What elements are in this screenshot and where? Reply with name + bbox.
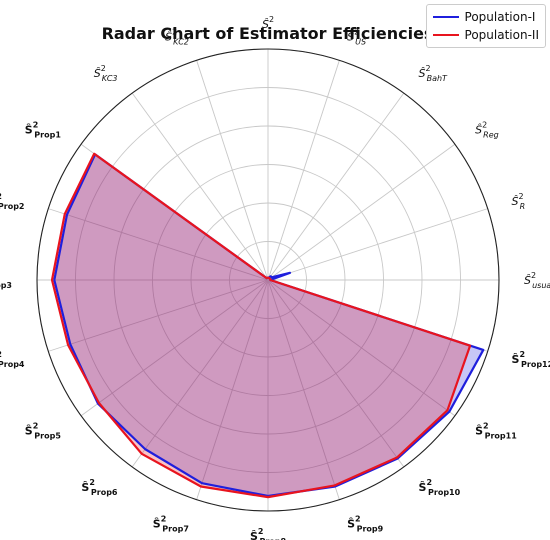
legend-item-population-1: Population-I	[432, 8, 539, 26]
axis-label: Ŝ2 Prop5	[25, 422, 62, 441]
axis-label: Ŝ2Prop8	[250, 527, 287, 540]
legend-swatch-population-1	[432, 16, 459, 18]
axis-label: Ŝ2 Prop7	[153, 515, 189, 534]
chart-legend: Population-I Population-II	[425, 4, 546, 48]
grid-spoke	[267, 60, 340, 281]
axis-label: Ŝ2 Prop11	[475, 422, 517, 441]
axis-label: Ŝ2 Reg	[475, 121, 499, 140]
grid-spoke	[48, 279, 269, 352]
series-area-1	[54, 154, 484, 496]
chart-title: Radar Chart of Estimator Efficiencies	[101, 24, 434, 43]
axis-label: Ŝ2Prop4	[0, 350, 25, 369]
axis-label: Ŝ2 Prop9	[347, 515, 384, 534]
grid-spoke	[196, 279, 269, 500]
grid-spoke	[267, 143, 456, 281]
axis-label: Ŝ2 Prop1	[25, 121, 62, 140]
grid-spoke	[267, 279, 456, 417]
grid-spoke	[267, 92, 405, 281]
axis-label: Ŝ2usual	[524, 271, 550, 290]
axis-label: Ŝ2 R	[512, 192, 526, 211]
legend-item-population-2: Population-II	[432, 26, 539, 44]
legend-label-population-1: Population-I	[464, 10, 536, 24]
polar-frame	[36, 48, 500, 512]
legend-label-population-2: Population-II	[464, 28, 539, 42]
axis-label: Ŝ2 US	[347, 28, 366, 47]
axis-label: Ŝ2 Prop6	[81, 478, 118, 497]
grid-spoke	[196, 60, 269, 281]
axis-label: Ŝ2Prop3	[0, 271, 12, 290]
grid-spoke	[131, 279, 269, 468]
grid-spoke	[267, 208, 488, 281]
axis-label: Ŝ2	[262, 15, 274, 31]
grid-spoke	[131, 92, 269, 281]
grid-spoke	[267, 279, 340, 500]
axis-label: Ŝ2 KC2	[165, 28, 189, 47]
grid-spoke	[48, 208, 269, 281]
legend-swatch-population-2	[432, 34, 459, 36]
series-area-2	[52, 153, 471, 498]
axis-label: Ŝ2 Prop10	[419, 478, 461, 497]
axis-label: Ŝ2 Prop12	[512, 350, 550, 369]
axis-label: Ŝ2 KC3	[94, 64, 118, 83]
grid-spoke	[267, 279, 405, 468]
grid-spoke	[80, 279, 269, 417]
axis-label: Ŝ2Prop2	[0, 192, 25, 211]
axis-label: Ŝ2 BahT	[419, 64, 449, 83]
